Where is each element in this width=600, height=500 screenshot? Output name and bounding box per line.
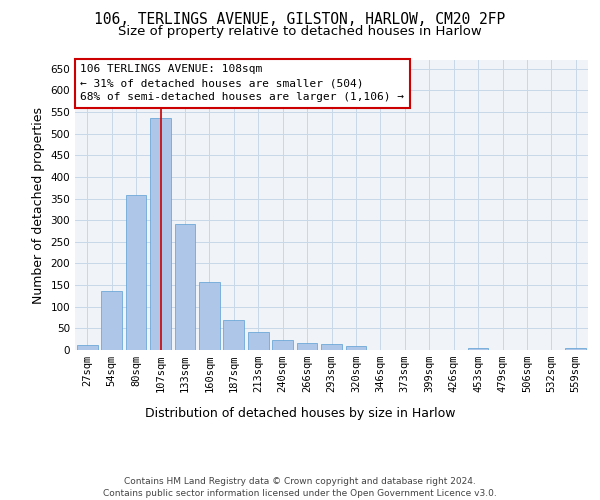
Y-axis label: Number of detached properties: Number of detached properties	[32, 106, 45, 304]
Text: Size of property relative to detached houses in Harlow: Size of property relative to detached ho…	[118, 25, 482, 38]
Bar	[346, 346, 367, 350]
Bar	[467, 348, 488, 350]
Bar	[175, 224, 196, 350]
Bar	[296, 343, 317, 350]
Bar	[248, 332, 269, 350]
Text: Contains HM Land Registry data © Crown copyright and database right 2024.
Contai: Contains HM Land Registry data © Crown c…	[103, 476, 497, 498]
Bar	[199, 282, 220, 350]
Bar	[272, 340, 293, 350]
Bar	[565, 348, 586, 350]
Bar	[321, 344, 342, 350]
Bar	[223, 320, 244, 350]
Bar	[101, 290, 122, 350]
Text: 106 TERLINGS AVENUE: 108sqm
← 31% of detached houses are smaller (504)
68% of se: 106 TERLINGS AVENUE: 108sqm ← 31% of det…	[80, 64, 404, 102]
Text: Distribution of detached houses by size in Harlow: Distribution of detached houses by size …	[145, 408, 455, 420]
Text: 106, TERLINGS AVENUE, GILSTON, HARLOW, CM20 2FP: 106, TERLINGS AVENUE, GILSTON, HARLOW, C…	[94, 12, 506, 28]
Bar	[125, 195, 146, 350]
Bar	[77, 345, 98, 350]
Bar	[150, 118, 171, 350]
